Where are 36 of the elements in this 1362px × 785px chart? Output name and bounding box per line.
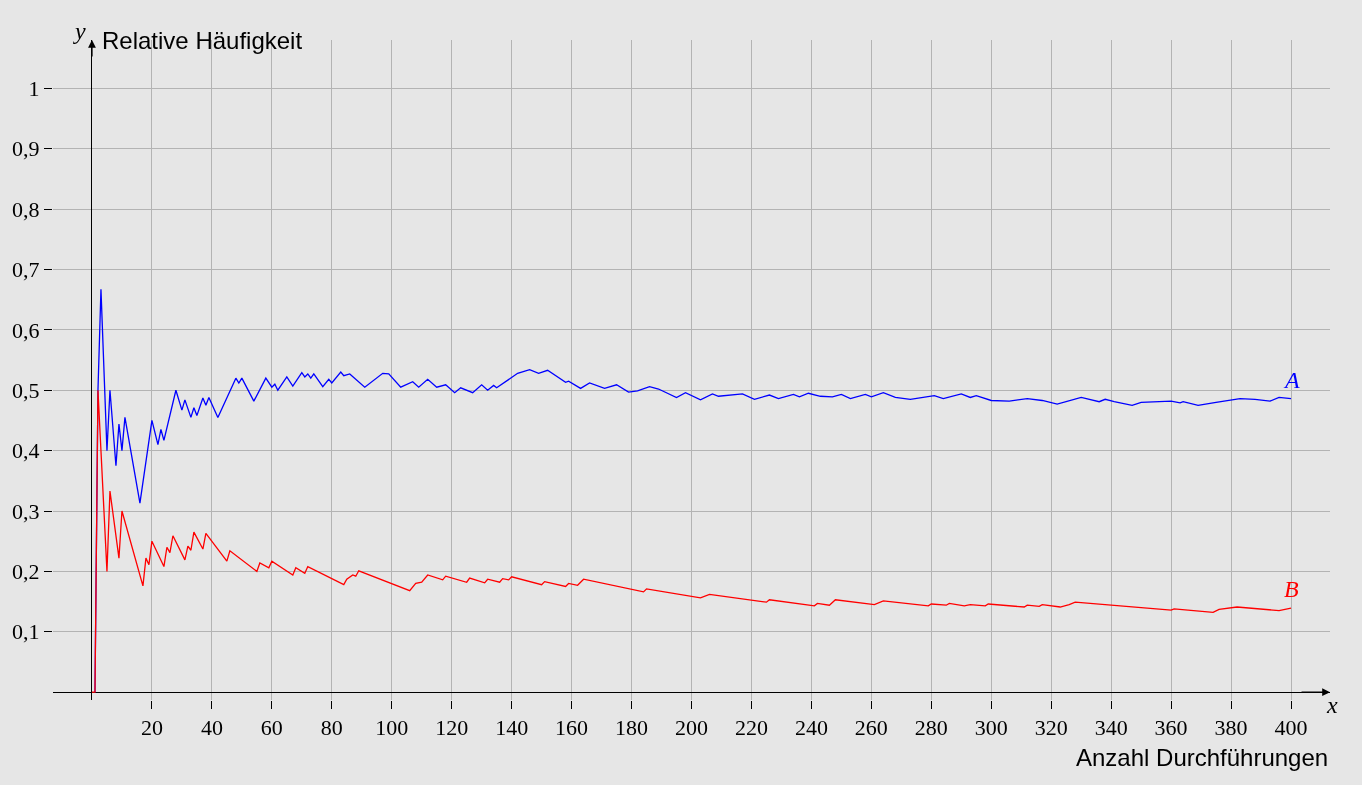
annotation: x <box>1326 692 1338 718</box>
annotation: y <box>73 18 86 44</box>
y-tick-label: 0,2 <box>12 559 40 585</box>
y-tick-label: 1 <box>28 76 40 102</box>
y-tick-label: 0,5 <box>12 377 40 403</box>
x-tick-label: 400 <box>1274 715 1308 741</box>
y-tick-label: 0,3 <box>12 498 40 524</box>
x-tick-label: 100 <box>375 715 409 741</box>
y-tick-label: 0,4 <box>12 438 40 464</box>
x-tick-label: 200 <box>675 715 708 741</box>
x-axis-title: Anzahl Durchführungen <box>1076 744 1329 771</box>
x-tick-label: 380 <box>1214 715 1248 741</box>
x-tick-label: 160 <box>555 715 589 741</box>
x-tick-label: 260 <box>854 715 888 741</box>
series-label: A <box>1283 367 1300 393</box>
x-tick-label: 20 <box>140 715 163 741</box>
y-axis-title: Relative Häufigkeit <box>102 27 303 54</box>
series-label: B <box>1284 576 1299 602</box>
x-tick-label: 280 <box>914 715 948 741</box>
x-tick-label: 360 <box>1154 715 1188 741</box>
y-tick-label: 0,9 <box>12 136 40 162</box>
x-tick-label: 40 <box>200 715 223 741</box>
x-tick-label: 140 <box>495 715 529 741</box>
x-tick-label: 180 <box>615 715 649 741</box>
x-tick-label: 300 <box>974 715 1008 741</box>
x-tick-label: 80 <box>320 715 343 741</box>
x-tick-label: 240 <box>794 715 828 741</box>
x-tick-label: 320 <box>1034 715 1068 741</box>
x-tick-label: 120 <box>435 715 469 741</box>
x-tick-label: 340 <box>1094 715 1128 741</box>
x-tick-label: 60 <box>260 715 283 741</box>
y-tick-label: 0,1 <box>12 619 40 645</box>
y-tick-label: 0,6 <box>12 317 40 343</box>
y-tick-label: 0,7 <box>12 257 40 283</box>
y-tick-label: 0,8 <box>12 196 40 222</box>
x-tick-label: 220 <box>734 715 768 741</box>
